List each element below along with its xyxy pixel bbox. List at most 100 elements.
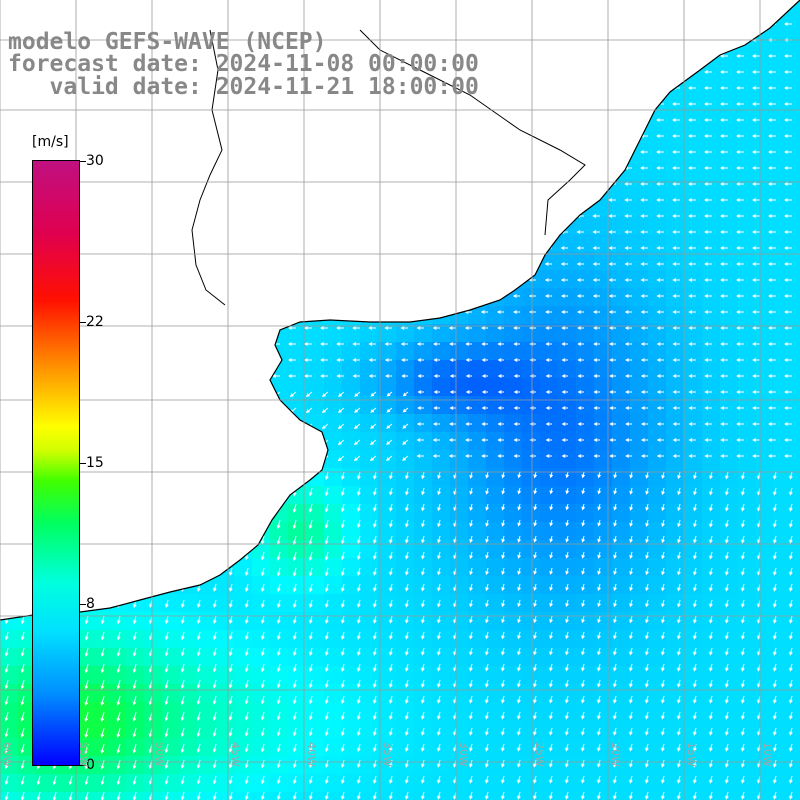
wind-arrow (437, 679, 441, 688)
wind-arrow (357, 487, 361, 496)
speed-cell (558, 666, 577, 685)
wind-arrow (417, 406, 424, 410)
wind-arrow (196, 695, 201, 705)
speed-cell (540, 378, 559, 397)
wind-arrow (704, 422, 712, 426)
wind-arrow (736, 198, 744, 202)
speed-cell (684, 540, 703, 559)
wind-arrow (773, 663, 777, 672)
wind-arrow (789, 471, 793, 480)
wind-arrow (741, 695, 745, 704)
speed-cell (468, 630, 487, 649)
speed-cell (342, 666, 361, 685)
speed-cell (450, 738, 469, 757)
wind-arrow (244, 647, 249, 657)
speed-cell (90, 666, 109, 685)
wind-arrow (533, 631, 537, 640)
wind-arrow (244, 759, 249, 769)
speed-cell (558, 270, 577, 289)
wind-arrow (672, 294, 680, 298)
wind-arrow (260, 567, 265, 577)
wind-arrow (581, 743, 585, 752)
wind-arrow (84, 759, 89, 770)
speed-cell (486, 576, 505, 595)
speed-cell (468, 594, 487, 613)
speed-cell (432, 378, 451, 397)
wind-arrow (609, 406, 616, 410)
wind-arrow (624, 326, 632, 330)
speed-cell (576, 396, 595, 415)
wind-arrow (212, 647, 217, 657)
wind-arrow (624, 310, 632, 314)
wind-arrow (437, 743, 441, 752)
wind-arrow (688, 198, 696, 202)
speed-cell (792, 648, 800, 667)
speed-cell (396, 396, 415, 415)
wind-arrow (725, 743, 729, 752)
speed-cell (414, 558, 433, 577)
speed-cell (288, 720, 307, 739)
wind-arrow (693, 599, 697, 608)
speed-cell (540, 288, 559, 307)
wind-arrow (672, 422, 680, 426)
speed-cell (432, 774, 451, 793)
wind-arrow (561, 326, 568, 330)
wind-arrow (581, 535, 585, 543)
wind-arrow (656, 294, 664, 298)
wind-arrow (592, 310, 600, 314)
wind-arrow (324, 471, 329, 480)
wind-arrow (672, 230, 680, 234)
colorbar-tick-label: 8 (86, 595, 95, 612)
wind-arrow (421, 759, 425, 768)
speed-cell (522, 306, 541, 325)
speed-cell (702, 666, 721, 685)
speed-cell (306, 720, 325, 739)
speed-cell (756, 216, 775, 235)
speed-cell (450, 792, 469, 800)
wind-arrow (469, 663, 473, 672)
wind-arrow (308, 487, 313, 497)
wind-arrow (720, 294, 728, 298)
speed-cell (666, 684, 685, 703)
speed-cell (306, 612, 325, 631)
speed-cell (468, 324, 487, 343)
wind-arrow (545, 438, 552, 442)
speed-cell (324, 684, 343, 703)
wind-arrow (768, 454, 776, 458)
speed-cell (558, 324, 577, 343)
wind-arrow (545, 390, 552, 394)
wind-arrow (533, 775, 537, 784)
speed-cell (720, 558, 739, 577)
wind-arrow (389, 519, 393, 528)
speed-cell (198, 612, 217, 631)
speed-cell (468, 648, 487, 667)
speed-cell (432, 630, 451, 649)
wind-arrow (544, 294, 552, 298)
wind-arrow (517, 727, 521, 736)
speed-cell (540, 270, 559, 289)
speed-cell (522, 342, 541, 361)
speed-cell (504, 594, 523, 613)
speed-cell (702, 288, 721, 307)
speed-cell (378, 720, 397, 739)
speed-cell (288, 738, 307, 757)
wind-arrow (773, 519, 777, 528)
wind-arrow (337, 439, 345, 446)
wind-arrow (309, 615, 313, 624)
wind-arrow (288, 358, 296, 362)
wind-arrow (373, 471, 377, 480)
speed-cell (288, 684, 307, 703)
wind-arrow (645, 615, 649, 624)
wind-arrow (485, 743, 489, 752)
wind-arrow (304, 342, 312, 346)
wind-arrow (533, 663, 537, 672)
speed-cell (126, 756, 145, 775)
speed-cell (252, 666, 271, 685)
wind-arrow (416, 454, 424, 458)
wind-arrow (720, 70, 728, 74)
speed-cell (450, 342, 469, 361)
speed-cell (18, 792, 37, 800)
speed-cell (234, 594, 253, 613)
wind-arrow (433, 390, 440, 394)
wind-arrow (501, 487, 505, 495)
